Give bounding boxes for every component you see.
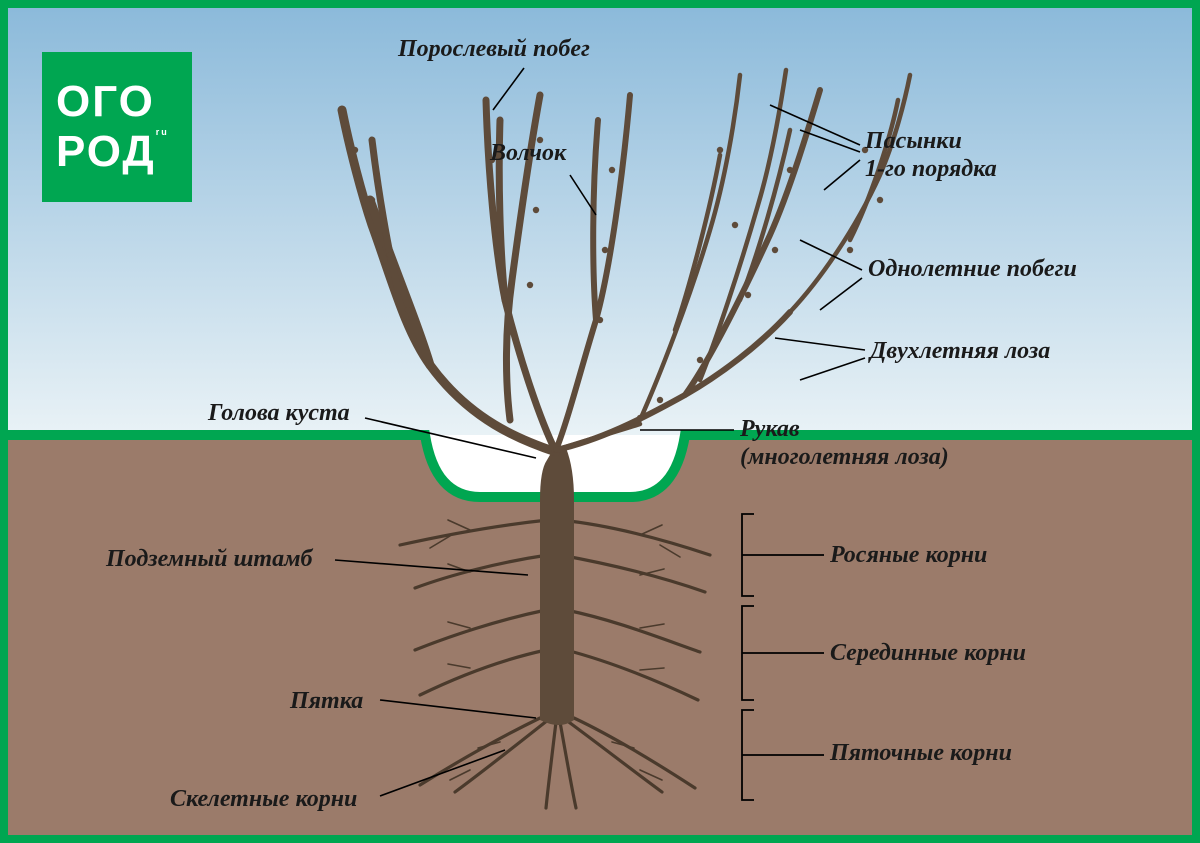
trunk [540, 448, 574, 725]
label-pasynki: Пасынки 1-го порядка [865, 128, 997, 183]
bud [772, 247, 778, 253]
bud [602, 247, 608, 253]
label-seredin: Серединные корни [830, 640, 1026, 668]
bud [609, 167, 615, 173]
bud [369, 197, 375, 203]
bud [495, 227, 501, 233]
label-pyatoch: Пяточные корни [830, 740, 1012, 768]
logo-line1: ОГО [56, 77, 155, 127]
bud [697, 357, 703, 363]
label-skelet: Скелетные корни [170, 786, 357, 814]
label-odnolet: Однолетние побеги [868, 256, 1077, 284]
label-rosyanye: Росяные корни [830, 542, 987, 570]
bud [637, 415, 643, 421]
bud [732, 222, 738, 228]
label-volchok: Волчок [490, 140, 566, 168]
bud [847, 247, 853, 253]
label-dvukh: Двухлетняя лоза [870, 338, 1050, 366]
label-pyatka: Пятка [290, 688, 363, 716]
bud [533, 207, 539, 213]
bud [405, 307, 411, 313]
label-porosl: Порослевый побег [398, 36, 590, 64]
bud [657, 397, 663, 403]
label-golova: Голова куста [208, 400, 350, 428]
logo-ogorod: ОГО РОДru [42, 52, 192, 202]
bud [597, 317, 603, 323]
bud [387, 252, 393, 258]
bud [745, 292, 751, 298]
bud [717, 147, 723, 153]
bud [352, 147, 358, 153]
logo-line2: РОДru [56, 127, 169, 177]
label-rukav: Рукав (многолетняя лоза) [740, 416, 949, 471]
bud [527, 282, 533, 288]
bud [877, 197, 883, 203]
label-shtamb: Подземный штамб [106, 546, 313, 574]
bud [502, 297, 508, 303]
bud [787, 167, 793, 173]
diagram-frame: ОГО РОДru Порослевый побег Волчок Пасынки … [0, 0, 1200, 843]
